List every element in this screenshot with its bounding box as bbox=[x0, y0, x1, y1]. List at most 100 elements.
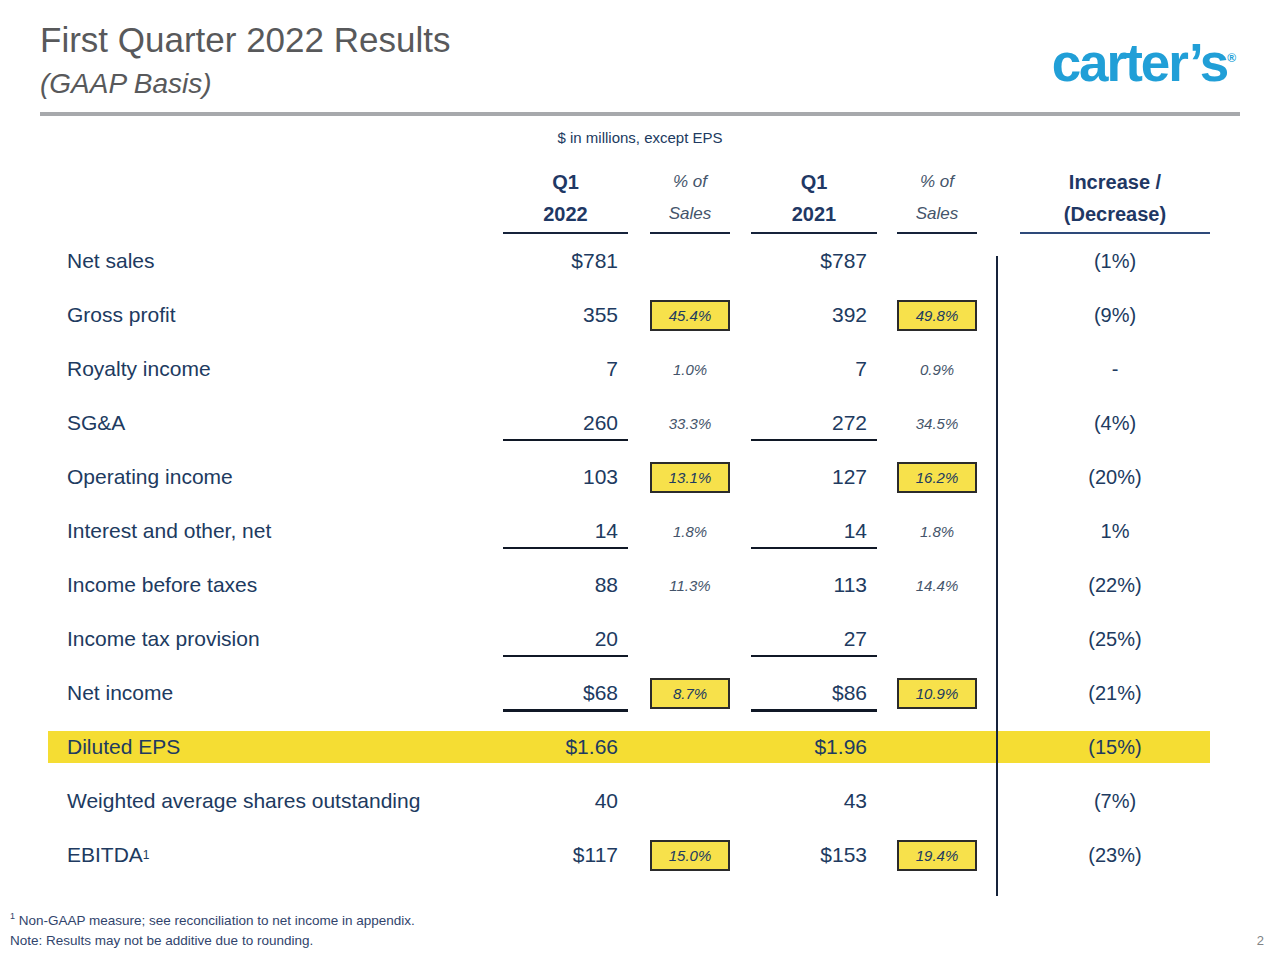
column-gap bbox=[628, 396, 650, 450]
column-gap bbox=[628, 612, 650, 666]
change-cell: (9%) bbox=[1020, 288, 1210, 342]
pct-badge: 10.9% bbox=[897, 678, 977, 709]
column-gap bbox=[977, 450, 1020, 504]
pct-sales-2022-cell: 1.0% bbox=[650, 342, 730, 396]
value-2022-cell: 7 bbox=[503, 342, 628, 396]
col-header-q1-2022: Q12022 bbox=[503, 166, 628, 234]
column-gap bbox=[977, 666, 1020, 720]
row-label: EBITDA1 bbox=[40, 828, 503, 882]
column-gap bbox=[877, 342, 897, 396]
column-gap bbox=[877, 450, 897, 504]
table-row: Interest and other, net141.8%141.8%1% bbox=[40, 504, 1240, 558]
change-cell: 1% bbox=[1020, 504, 1210, 558]
table-body: Net sales$781$787(1%)Gross profit35545.4… bbox=[40, 234, 1240, 882]
column-gap bbox=[730, 396, 751, 450]
pct-badge: 8.7% bbox=[650, 678, 730, 709]
value-2021-cell: 113 bbox=[751, 558, 877, 612]
registered-mark: ® bbox=[1227, 51, 1236, 65]
units-note: $ in millions, except EPS bbox=[0, 129, 1280, 146]
page-number: 2 bbox=[1257, 933, 1264, 948]
column-gap bbox=[628, 828, 650, 882]
pct-sales-2021-cell: 0.9% bbox=[897, 342, 977, 396]
column-gap bbox=[628, 720, 650, 774]
pct-value: 0.9% bbox=[920, 361, 954, 378]
pct-badge: 13.1% bbox=[650, 462, 730, 493]
value-2022-cell: 88 bbox=[503, 558, 628, 612]
value-2022-cell: $781 bbox=[503, 234, 628, 288]
column-gap bbox=[977, 558, 1020, 612]
row-label: Operating income bbox=[40, 450, 503, 504]
column-gap bbox=[977, 612, 1020, 666]
column-gap bbox=[877, 396, 897, 450]
pct-badge: 15.0% bbox=[650, 840, 730, 871]
value-2021-cell: 43 bbox=[751, 774, 877, 828]
value-2022-cell: 40 bbox=[503, 774, 628, 828]
column-gap bbox=[730, 666, 751, 720]
pct-sales-2021-cell: 19.4% bbox=[897, 828, 977, 882]
row-label: Weighted average shares outstanding bbox=[40, 774, 503, 828]
carters-logo: carter’s® bbox=[1052, 36, 1236, 89]
value-2022-cell: 20 bbox=[503, 612, 628, 666]
column-gap bbox=[877, 612, 897, 666]
table-row: Net sales$781$787(1%) bbox=[40, 234, 1240, 288]
column-gap bbox=[977, 342, 1020, 396]
change-cell: (7%) bbox=[1020, 774, 1210, 828]
pct-value: 33.3% bbox=[669, 415, 712, 432]
column-gap bbox=[730, 774, 751, 828]
column-gap bbox=[628, 666, 650, 720]
column-gap bbox=[877, 288, 897, 342]
pct-sales-2022-cell bbox=[650, 612, 730, 666]
column-gap bbox=[730, 558, 751, 612]
pct-sales-2022-cell bbox=[650, 720, 730, 774]
pct-sales-2022-cell: 8.7% bbox=[650, 666, 730, 720]
row-label: Income before taxes bbox=[40, 558, 503, 612]
column-gap bbox=[877, 720, 897, 774]
value-2021-cell: $86 bbox=[751, 666, 877, 720]
column-gap bbox=[730, 288, 751, 342]
row-label: Net sales bbox=[40, 234, 503, 288]
pct-sales-2021-cell: 14.4% bbox=[897, 558, 977, 612]
column-gap bbox=[628, 234, 650, 288]
column-gap bbox=[730, 828, 751, 882]
pct-sales-2022-cell: 1.8% bbox=[650, 504, 730, 558]
row-label: Net income bbox=[40, 666, 503, 720]
column-gap bbox=[877, 504, 897, 558]
value-2022-cell: $1.66 bbox=[503, 720, 628, 774]
column-gap bbox=[730, 612, 751, 666]
page-subtitle: (GAAP Basis) bbox=[40, 68, 450, 100]
change-cell: (23%) bbox=[1020, 828, 1210, 882]
change-cell: - bbox=[1020, 342, 1210, 396]
pct-sales-2021-cell: 34.5% bbox=[897, 396, 977, 450]
value-2021-cell: $153 bbox=[751, 828, 877, 882]
column-gap bbox=[730, 450, 751, 504]
column-gap bbox=[730, 234, 751, 288]
col-header-pct-sales-2021: % ofSales bbox=[897, 166, 977, 234]
value-2021-cell: 27 bbox=[751, 612, 877, 666]
table-row: Gross profit35545.4%39249.8%(9%) bbox=[40, 288, 1240, 342]
results-table: Q12022 % ofSales Q12021 % ofSales Increa… bbox=[40, 166, 1240, 882]
column-gap bbox=[977, 288, 1020, 342]
pct-sales-2022-cell: 13.1% bbox=[650, 450, 730, 504]
col-header-q1-2021: Q12021 bbox=[751, 166, 877, 234]
pct-sales-2022-cell bbox=[650, 774, 730, 828]
value-2021-cell: 392 bbox=[751, 288, 877, 342]
pct-value: 1.8% bbox=[920, 523, 954, 540]
table-row: Royalty income71.0%70.9%- bbox=[40, 342, 1240, 396]
column-gap bbox=[977, 504, 1020, 558]
value-2022-cell: 14 bbox=[503, 504, 628, 558]
table-header-row: Q12022 % ofSales Q12021 % ofSales Increa… bbox=[40, 166, 1240, 234]
value-2021-cell: 127 bbox=[751, 450, 877, 504]
column-gap bbox=[877, 234, 897, 288]
pct-sales-2021-cell bbox=[897, 234, 977, 288]
column-gap bbox=[628, 774, 650, 828]
column-gap bbox=[730, 504, 751, 558]
row-label: Royalty income bbox=[40, 342, 503, 396]
pct-sales-2021-cell: 1.8% bbox=[897, 504, 977, 558]
pct-sales-2022-cell: 33.3% bbox=[650, 396, 730, 450]
column-gap bbox=[628, 504, 650, 558]
column-gap bbox=[730, 342, 751, 396]
table-row: Weighted average shares outstanding40 43 (… bbox=[40, 774, 1240, 828]
change-cell: (1%) bbox=[1020, 234, 1210, 288]
value-2022-cell: 103 bbox=[503, 450, 628, 504]
column-gap bbox=[628, 558, 650, 612]
